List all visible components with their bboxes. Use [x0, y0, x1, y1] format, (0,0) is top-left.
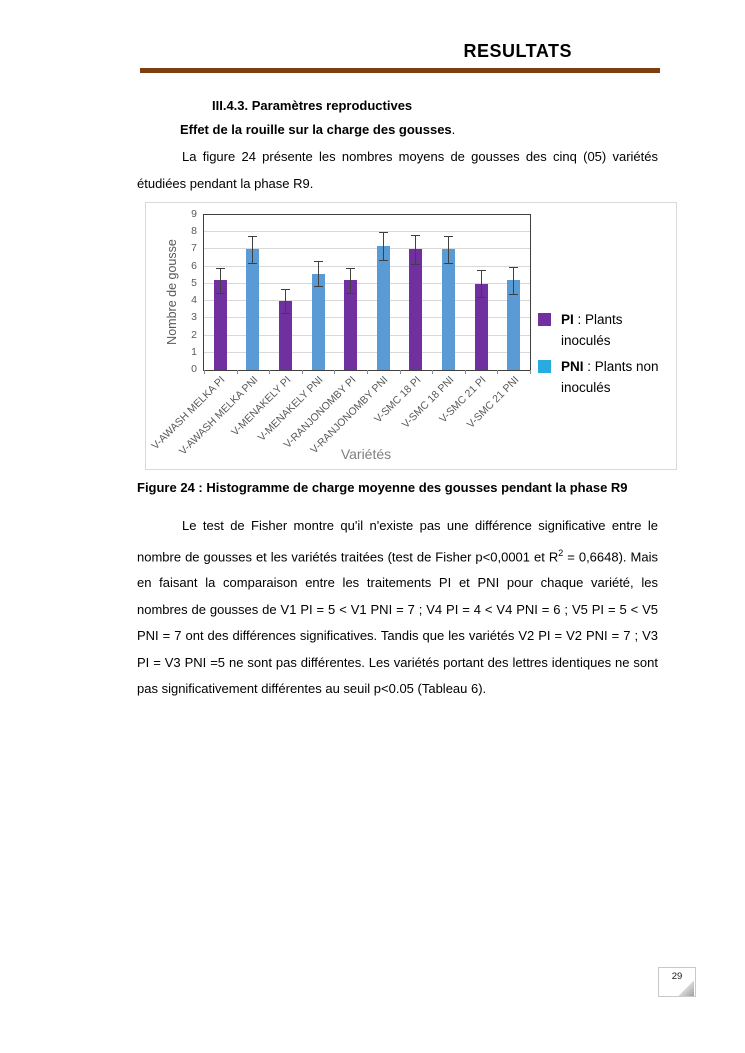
gridline: [204, 282, 530, 284]
error-bar-cap: [378, 259, 388, 261]
error-bar-cap: [444, 262, 453, 264]
body-paragraph-1: La figure 24 présente les nombres moyens…: [137, 149, 658, 191]
error-bar-v-smc-21-pi: [480, 270, 482, 298]
plot-area: [203, 214, 531, 374]
bar-v-smc-18-pni: [442, 249, 455, 370]
y-tick-label: 2: [191, 328, 197, 341]
x-axis-tick: [399, 370, 401, 374]
legend-label-pni: PNI : Plants non inoculés: [561, 359, 659, 395]
x-axis-tick: [432, 370, 434, 374]
bar-v-awash-melka-pi: [213, 280, 227, 370]
legend-item-pni: PNI : Plants non inoculés: [538, 356, 661, 398]
y-tick-label: 9: [191, 208, 197, 220]
error-bar-cap: [313, 260, 323, 262]
gridline: [204, 334, 530, 336]
y-tick-label: 5: [191, 276, 197, 289]
error-bar-cap: [248, 263, 258, 265]
error-bar-v-menakely-pni: [317, 260, 319, 287]
sub-heading-period: .: [451, 122, 456, 137]
error-bar-v-awash-melka-pni: [252, 235, 254, 264]
error-bar-v-smc-18-pni: [448, 236, 449, 263]
error-bar-cap: [411, 264, 421, 266]
error-bar-cap: [411, 234, 421, 236]
x-axis-title: Variétés: [340, 446, 392, 462]
error-bar-cap: [281, 289, 290, 291]
legend-item-pi: PI : Plants inoculés: [538, 309, 661, 351]
error-bar-cap: [444, 236, 453, 237]
chart-legend: PI : Plants inoculés PNI : Plants non ino…: [538, 309, 661, 398]
gridline: [204, 317, 530, 319]
error-bar-cap: [509, 267, 519, 268]
error-bar-cap: [476, 270, 486, 272]
y-tick-label: 6: [191, 259, 197, 272]
x-axis-tick: [269, 370, 271, 374]
gridline: [204, 351, 530, 353]
y-tick-label: 4: [191, 294, 197, 307]
para2-superscript: 2: [558, 547, 564, 558]
x-axis-tick: [301, 370, 303, 374]
bar-v-smc-18-pi: [409, 249, 423, 370]
x-axis-tick: [497, 370, 499, 374]
body-paragraph-2: Le test de Fisher montre qu'il n'existe …: [137, 513, 658, 703]
bar-v-ranjonomby-pni: [376, 246, 390, 370]
y-tick-label: 7: [191, 242, 197, 255]
gridline: [204, 265, 530, 267]
error-bar-cap: [509, 293, 519, 295]
page-number: 29: [671, 971, 683, 982]
x-axis-tick: [367, 370, 368, 374]
sub-heading-text: Effet de la rouille sur la charge des go…: [180, 122, 452, 137]
x-axis-tick: [204, 370, 205, 374]
bar-v-ranjonomby-pi: [344, 280, 358, 370]
error-bar-v-menakely-pi: [285, 289, 286, 314]
folded-corner-icon: [679, 981, 694, 996]
error-bar-cap: [215, 293, 225, 295]
y-tick-label: 0: [191, 363, 197, 375]
bar-v-menakely-pni: [311, 273, 325, 370]
error-bar-cap: [378, 232, 388, 234]
para2-text-before: Le test de Fisher montre qu'il n'existe …: [137, 518, 658, 564]
header-rule: [140, 68, 660, 73]
bar-v-awash-melka-pni: [246, 249, 260, 370]
error-bar-v-ranjonomby-pi: [350, 267, 352, 294]
error-bar-cap: [248, 235, 258, 237]
gridline: [204, 231, 530, 233]
error-bar-v-awash-melka-pi: [219, 267, 221, 294]
y-tick-label: 3: [191, 311, 197, 324]
error-bar-cap: [215, 267, 225, 269]
bar-v-smc-21-pi: [474, 283, 488, 370]
para2-text-after: = 0,6648). Mais en faisant la comparaiso…: [137, 548, 658, 697]
x-axis-tick: [530, 370, 531, 374]
bar-v-menakely-pi: [279, 301, 292, 370]
sub-heading: Effet de la rouille sur la charge des go…: [180, 122, 455, 137]
error-bar-v-smc-18-pi: [415, 234, 417, 265]
page-header-title: RESULTATS: [463, 41, 572, 61]
page-number-box: 29: [658, 967, 696, 997]
x-axis-tick: [334, 370, 336, 374]
error-bar-cap: [346, 293, 356, 295]
error-bar-v-ranjonomby-pni: [382, 232, 384, 260]
section-heading: III.4.3. Paramètres reproductives: [212, 98, 413, 113]
x-axis-labels: V-AWASH MELKA PI V-AWASH MELKA PNI V-MENAK…: [150, 374, 529, 457]
bar-v-smc-21-pni: [507, 280, 521, 370]
error-bar-cap: [313, 286, 323, 288]
gridline: [204, 300, 530, 302]
legend-label-pi: PI : Plants inoculés: [561, 312, 623, 348]
legend-swatch-pi: [538, 313, 551, 326]
x-axis-tick: [236, 370, 238, 374]
y-tick-label: 1: [191, 345, 197, 358]
y-tick-label: 8: [191, 225, 197, 238]
x-axis-tick: [464, 370, 466, 374]
figure-caption: Figure 24 : Histogramme de charge moyenn…: [137, 480, 628, 495]
legend-swatch-pni: [538, 360, 551, 373]
error-bar-cap: [281, 313, 290, 315]
error-bar-v-smc-21-pni: [513, 267, 515, 294]
gridline: [204, 248, 530, 250]
error-bar-cap: [346, 267, 356, 269]
error-bar-cap: [476, 297, 486, 299]
